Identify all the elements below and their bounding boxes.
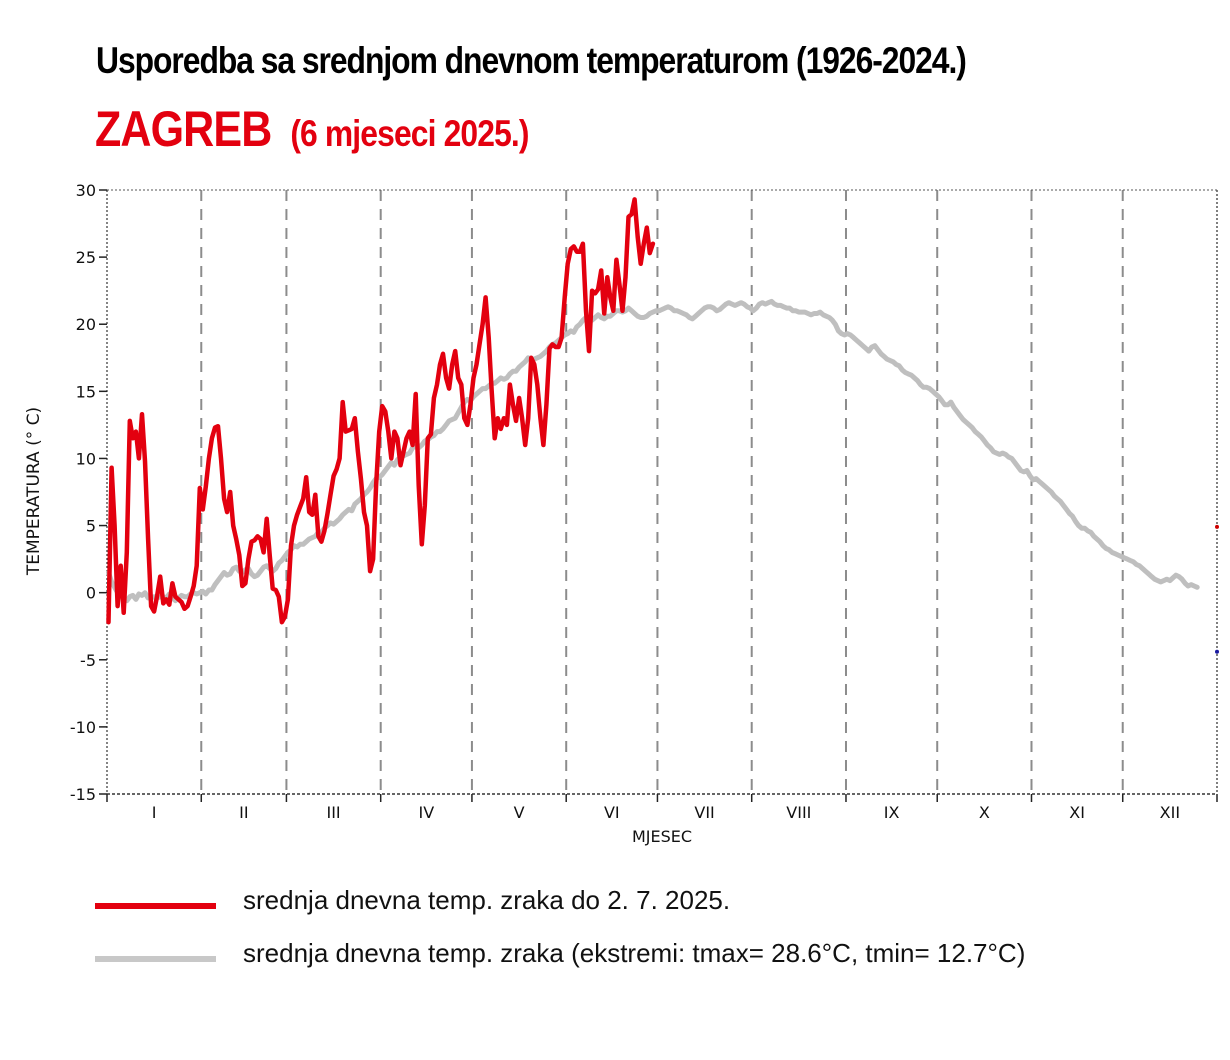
month-label: VI xyxy=(604,803,620,822)
legend-label-climatology: srednja dnevna temp. zraka (ekstremi: tm… xyxy=(243,938,1026,968)
y-tick-label: -15 xyxy=(70,785,96,804)
month-label: XII xyxy=(1160,803,1180,822)
month-label: XI xyxy=(1069,803,1085,822)
y-tick-label: -5 xyxy=(80,651,96,670)
month-label: VIII xyxy=(786,803,811,822)
month-label: IX xyxy=(884,803,900,822)
chart-title: Usporedba sa srednjom dnevnom temperatur… xyxy=(96,40,967,81)
chart-subtitle: ZAGREB (6 mjeseci 2025.) xyxy=(95,100,530,158)
month-label: X xyxy=(979,803,990,822)
right-edge-blue-marker xyxy=(1215,649,1219,654)
axis-labels: TEMPERATURA (° C) MJESEC xyxy=(24,407,692,846)
legend-swatch-current xyxy=(95,903,216,909)
month-label: V xyxy=(514,803,525,822)
y-tick-label: -10 xyxy=(70,718,96,737)
month-label: VII xyxy=(694,803,714,822)
legend-swatch-climatology xyxy=(95,956,216,962)
y-axis-label: TEMPERATURA (° C) xyxy=(24,407,44,576)
y-tick-label: 10 xyxy=(76,449,96,468)
month-label: I xyxy=(152,803,157,822)
y-tick-label: 25 xyxy=(76,248,96,267)
legend-label-current: srednja dnevna temp. zraka do 2. 7. 2025… xyxy=(243,885,731,915)
month-label: III xyxy=(326,803,340,822)
month-gridlines xyxy=(200,190,1124,794)
series-lines xyxy=(106,197,1200,625)
period-label: (6 mjeseci 2025.) xyxy=(290,113,529,154)
current-year-line xyxy=(106,197,656,625)
right-edge-red-marker xyxy=(1215,524,1219,529)
month-label: IV xyxy=(418,803,434,822)
y-tick-label: 5 xyxy=(86,517,96,536)
x-axis-label: MJESEC xyxy=(632,827,692,846)
y-tick-label: 20 xyxy=(76,315,96,334)
y-tick-label: 30 xyxy=(76,181,96,200)
y-tick-label: 0 xyxy=(86,584,96,603)
month-label: II xyxy=(239,803,248,822)
city-name: ZAGREB xyxy=(95,101,272,157)
y-tick-label: 15 xyxy=(76,382,96,401)
